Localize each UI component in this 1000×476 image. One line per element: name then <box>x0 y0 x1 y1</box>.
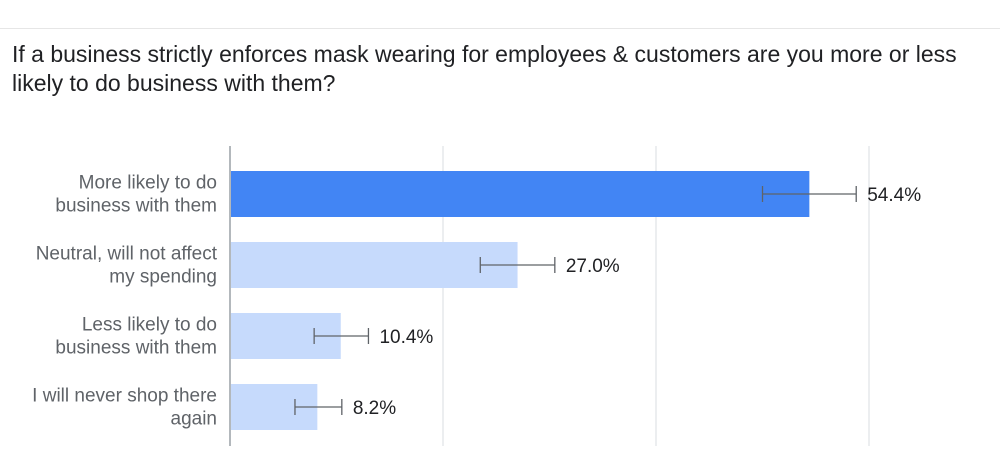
data-label: 54.4% <box>867 185 921 206</box>
category-label-line: Neutral, will not affect <box>36 244 218 265</box>
category-label-line: again <box>171 409 218 430</box>
data-label: 10.4% <box>379 327 433 348</box>
error-bar <box>313 328 370 344</box>
category-label-line: business with them <box>55 338 217 359</box>
chart-title: If a business strictly enforces mask wea… <box>12 41 957 96</box>
category-label: I will never shop there again <box>32 386 217 430</box>
bars <box>231 171 810 430</box>
category-label-line: More likely to do <box>79 173 217 194</box>
error-bar <box>479 257 556 273</box>
category-label: Less likely to do business with them <box>55 315 217 359</box>
data-label: 27.0% <box>566 256 620 277</box>
category-label-line: my spending <box>109 267 217 288</box>
category-label-line: business with them <box>55 196 217 217</box>
data-labels: 54.4% 27.0% 10.4% 8.2% <box>353 185 921 419</box>
category-label: More likely to do business with them <box>55 173 217 217</box>
category-label-line: I will never shop there <box>32 386 217 407</box>
error-bar <box>294 399 343 415</box>
bar <box>231 242 518 288</box>
error-bars <box>294 186 857 415</box>
error-bar <box>761 186 857 202</box>
category-label: Neutral, will not affect my spending <box>36 244 218 288</box>
category-labels: More likely to do business with themNeutr… <box>32 173 218 430</box>
category-label-line: Less likely to do <box>82 315 217 336</box>
header-divider <box>0 28 1000 29</box>
data-label: 8.2% <box>353 398 396 419</box>
bar <box>231 171 810 217</box>
